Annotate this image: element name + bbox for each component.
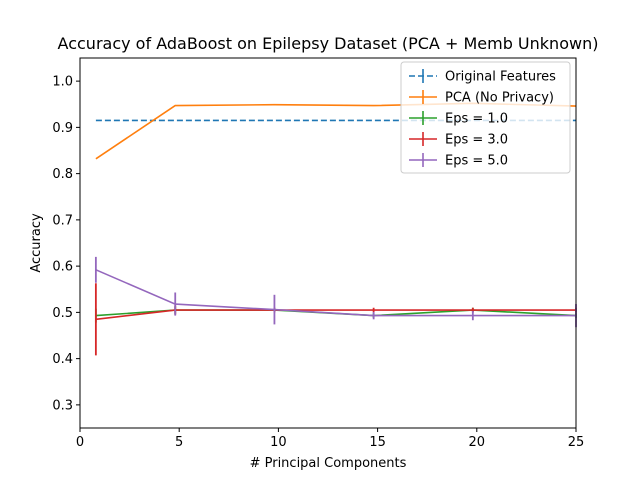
legend-box [400,61,571,174]
x-tick-label: 25 [568,435,585,450]
legend-label: Eps = 5.0 [445,154,508,169]
legend-label: Original Features [445,70,556,85]
x-tick-label: 5 [175,435,183,450]
series-line [95,269,576,317]
legend-item: PCA (No Privacy) [409,90,554,106]
axes-frame [79,57,577,429]
legend-label: Eps = 1.0 [445,112,508,127]
legend: Original Features PCA (No Privacy) Eps = 1… [400,61,571,174]
legend-item: Eps = 1.0 [409,111,508,127]
y-tick-label: 0.7 [52,213,73,228]
y-tick-label: 0.8 [52,167,73,182]
x-axis-label: # Principal Components [250,456,407,471]
y-axis: 0.3 0.4 0.5 0.6 0.7 0.8 0.9 1.0 [52,75,80,413]
series-line [95,309,576,321]
legend-item: Eps = 5.0 [409,153,508,169]
y-tick-label: 0.9 [52,121,73,136]
chart-title: Accuracy of AdaBoost on Epilepsy Dataset… [58,34,599,53]
y-tick-label: 1.0 [52,75,73,90]
y-tick-label: 0.3 [52,398,73,413]
x-tick-label: 20 [469,435,486,450]
x-tick-label: 0 [76,435,84,450]
x-tick-label: 15 [369,435,386,450]
legend-label: PCA (No Privacy) [445,91,554,106]
legend-item: Original Features [409,69,556,85]
y-axis-label: Accuracy [29,213,44,273]
legend-item: Eps = 3.0 [409,132,508,148]
x-tick-label: 10 [270,435,287,450]
y-tick-label: 0.6 [52,260,73,275]
y-tick-label: 0.5 [52,306,73,321]
y-tick-label: 0.4 [52,352,73,367]
x-axis: 0 5 10 15 20 25 [76,428,584,450]
legend-label: Eps = 3.0 [445,133,508,148]
